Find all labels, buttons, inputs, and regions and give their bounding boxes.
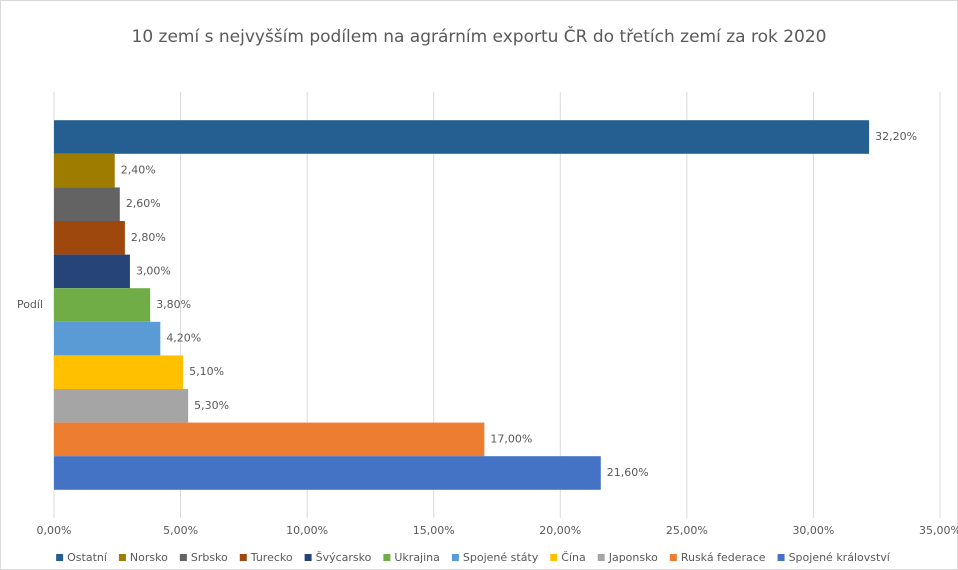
legend-label: Ruská federace <box>681 551 766 564</box>
x-tick-label: 5,00% <box>163 524 198 537</box>
data-label: 3,00% <box>136 264 171 277</box>
data-label: 5,10% <box>189 365 224 378</box>
bar <box>54 187 120 221</box>
legend-label: Švýcarsko <box>316 551 372 564</box>
legend-label: Ostatní <box>67 551 108 564</box>
data-label: 3,80% <box>156 298 191 311</box>
bar <box>54 422 485 457</box>
legend-swatch <box>777 554 785 561</box>
data-label: 4,20% <box>166 332 201 345</box>
data-label: 5,30% <box>194 399 229 412</box>
legend-swatch <box>669 554 677 561</box>
data-label: 2,40% <box>121 164 156 177</box>
data-label: 21,60% <box>607 466 649 479</box>
x-tick-label: 0,00% <box>37 524 72 537</box>
legend-swatch <box>239 554 247 561</box>
bar <box>54 221 125 255</box>
legend-swatch <box>179 554 187 561</box>
legend-swatch <box>118 554 126 561</box>
legend-swatch <box>451 554 459 561</box>
bar <box>54 321 161 356</box>
data-label: 32,20% <box>875 130 917 143</box>
legend-label: Ukrajina <box>394 551 440 564</box>
legend-label: Spojené státy <box>463 551 539 564</box>
legend-swatch <box>304 554 312 561</box>
bar <box>54 288 151 322</box>
x-tick-label: 30,00% <box>792 524 834 537</box>
legend-swatch <box>550 554 558 561</box>
chart-title: 10 zemí s nejvyšším podílem na agrárním … <box>132 25 827 47</box>
x-tick-label: 20,00% <box>539 524 581 537</box>
legend-label: Norsko <box>130 551 168 564</box>
bar <box>54 355 184 389</box>
bar <box>54 153 115 188</box>
bar <box>54 120 870 154</box>
legend-label: Spojené království <box>789 551 891 564</box>
legend-label: Japonsko <box>608 551 658 564</box>
bar <box>54 456 601 490</box>
legend-label: Turecko <box>250 551 293 564</box>
data-label: 2,60% <box>126 197 161 210</box>
x-tick-label: 10,00% <box>286 524 328 537</box>
bar <box>54 389 189 423</box>
legend-label: Srbsko <box>191 551 228 564</box>
legend-swatch <box>56 554 64 561</box>
bar <box>54 254 130 289</box>
x-tick-label: 15,00% <box>413 524 455 537</box>
data-label: 2,80% <box>131 231 166 244</box>
data-label: 17,00% <box>490 432 532 445</box>
y-tick-label: Podíl <box>17 298 43 311</box>
x-tick-label: 35,00% <box>919 524 958 537</box>
legend-swatch <box>597 554 605 561</box>
x-tick-label: 25,00% <box>666 524 708 537</box>
legend-label: Čína <box>561 551 585 564</box>
legend-swatch <box>383 554 391 561</box>
